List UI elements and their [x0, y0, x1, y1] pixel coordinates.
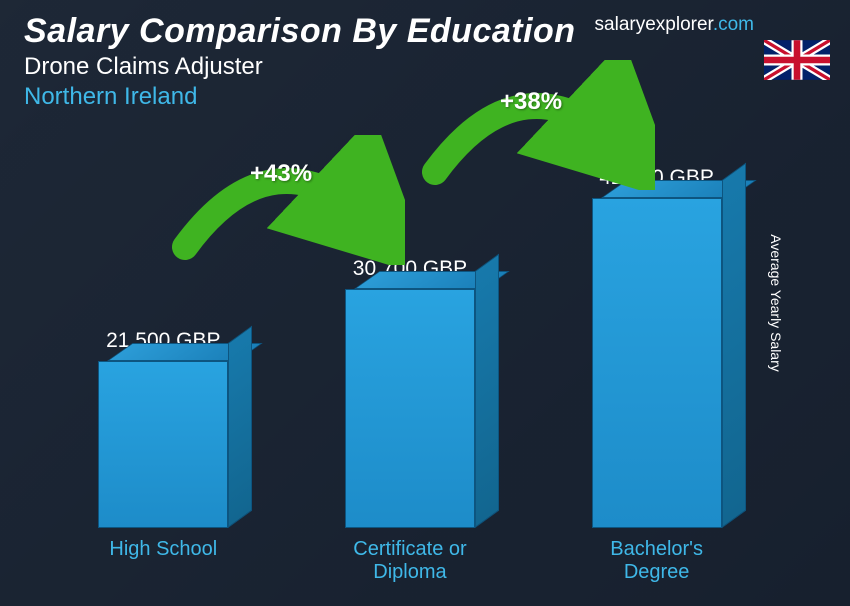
bar-category-label: High School	[109, 538, 217, 586]
uk-flag-icon	[764, 40, 830, 80]
growth-percent-label: +43%	[250, 160, 312, 188]
bar-front-face	[345, 289, 475, 528]
brand-label: salaryexplorer.com	[595, 14, 754, 36]
bar-category-label: Bachelor'sDegree	[610, 538, 703, 586]
brand-suffix: .com	[713, 14, 754, 35]
bar	[98, 361, 228, 528]
bar-side-face	[722, 163, 746, 528]
growth-percent-label: +38%	[500, 88, 562, 116]
bar	[345, 289, 475, 528]
bar-side-face	[228, 326, 252, 528]
bar-front-face	[98, 361, 228, 528]
brand-main: salaryexplorer	[595, 14, 713, 35]
bar	[592, 198, 722, 528]
bar-group: 21,500 GBP High School	[63, 329, 263, 586]
bar-group: 42,400 GBP Bachelor'sDegree	[557, 166, 757, 586]
bar-category-label: Certificate orDiploma	[353, 538, 466, 586]
subtitle-region: Northern Ireland	[24, 83, 826, 111]
salary-bar-chart: 21,500 GBP High School 30,700 GBP Certif…	[40, 126, 780, 586]
bar-side-face	[475, 254, 499, 528]
bar-group: 30,700 GBP Certificate orDiploma	[310, 257, 510, 586]
subtitle-job: Drone Claims Adjuster	[24, 53, 826, 81]
bar-front-face	[592, 198, 722, 528]
